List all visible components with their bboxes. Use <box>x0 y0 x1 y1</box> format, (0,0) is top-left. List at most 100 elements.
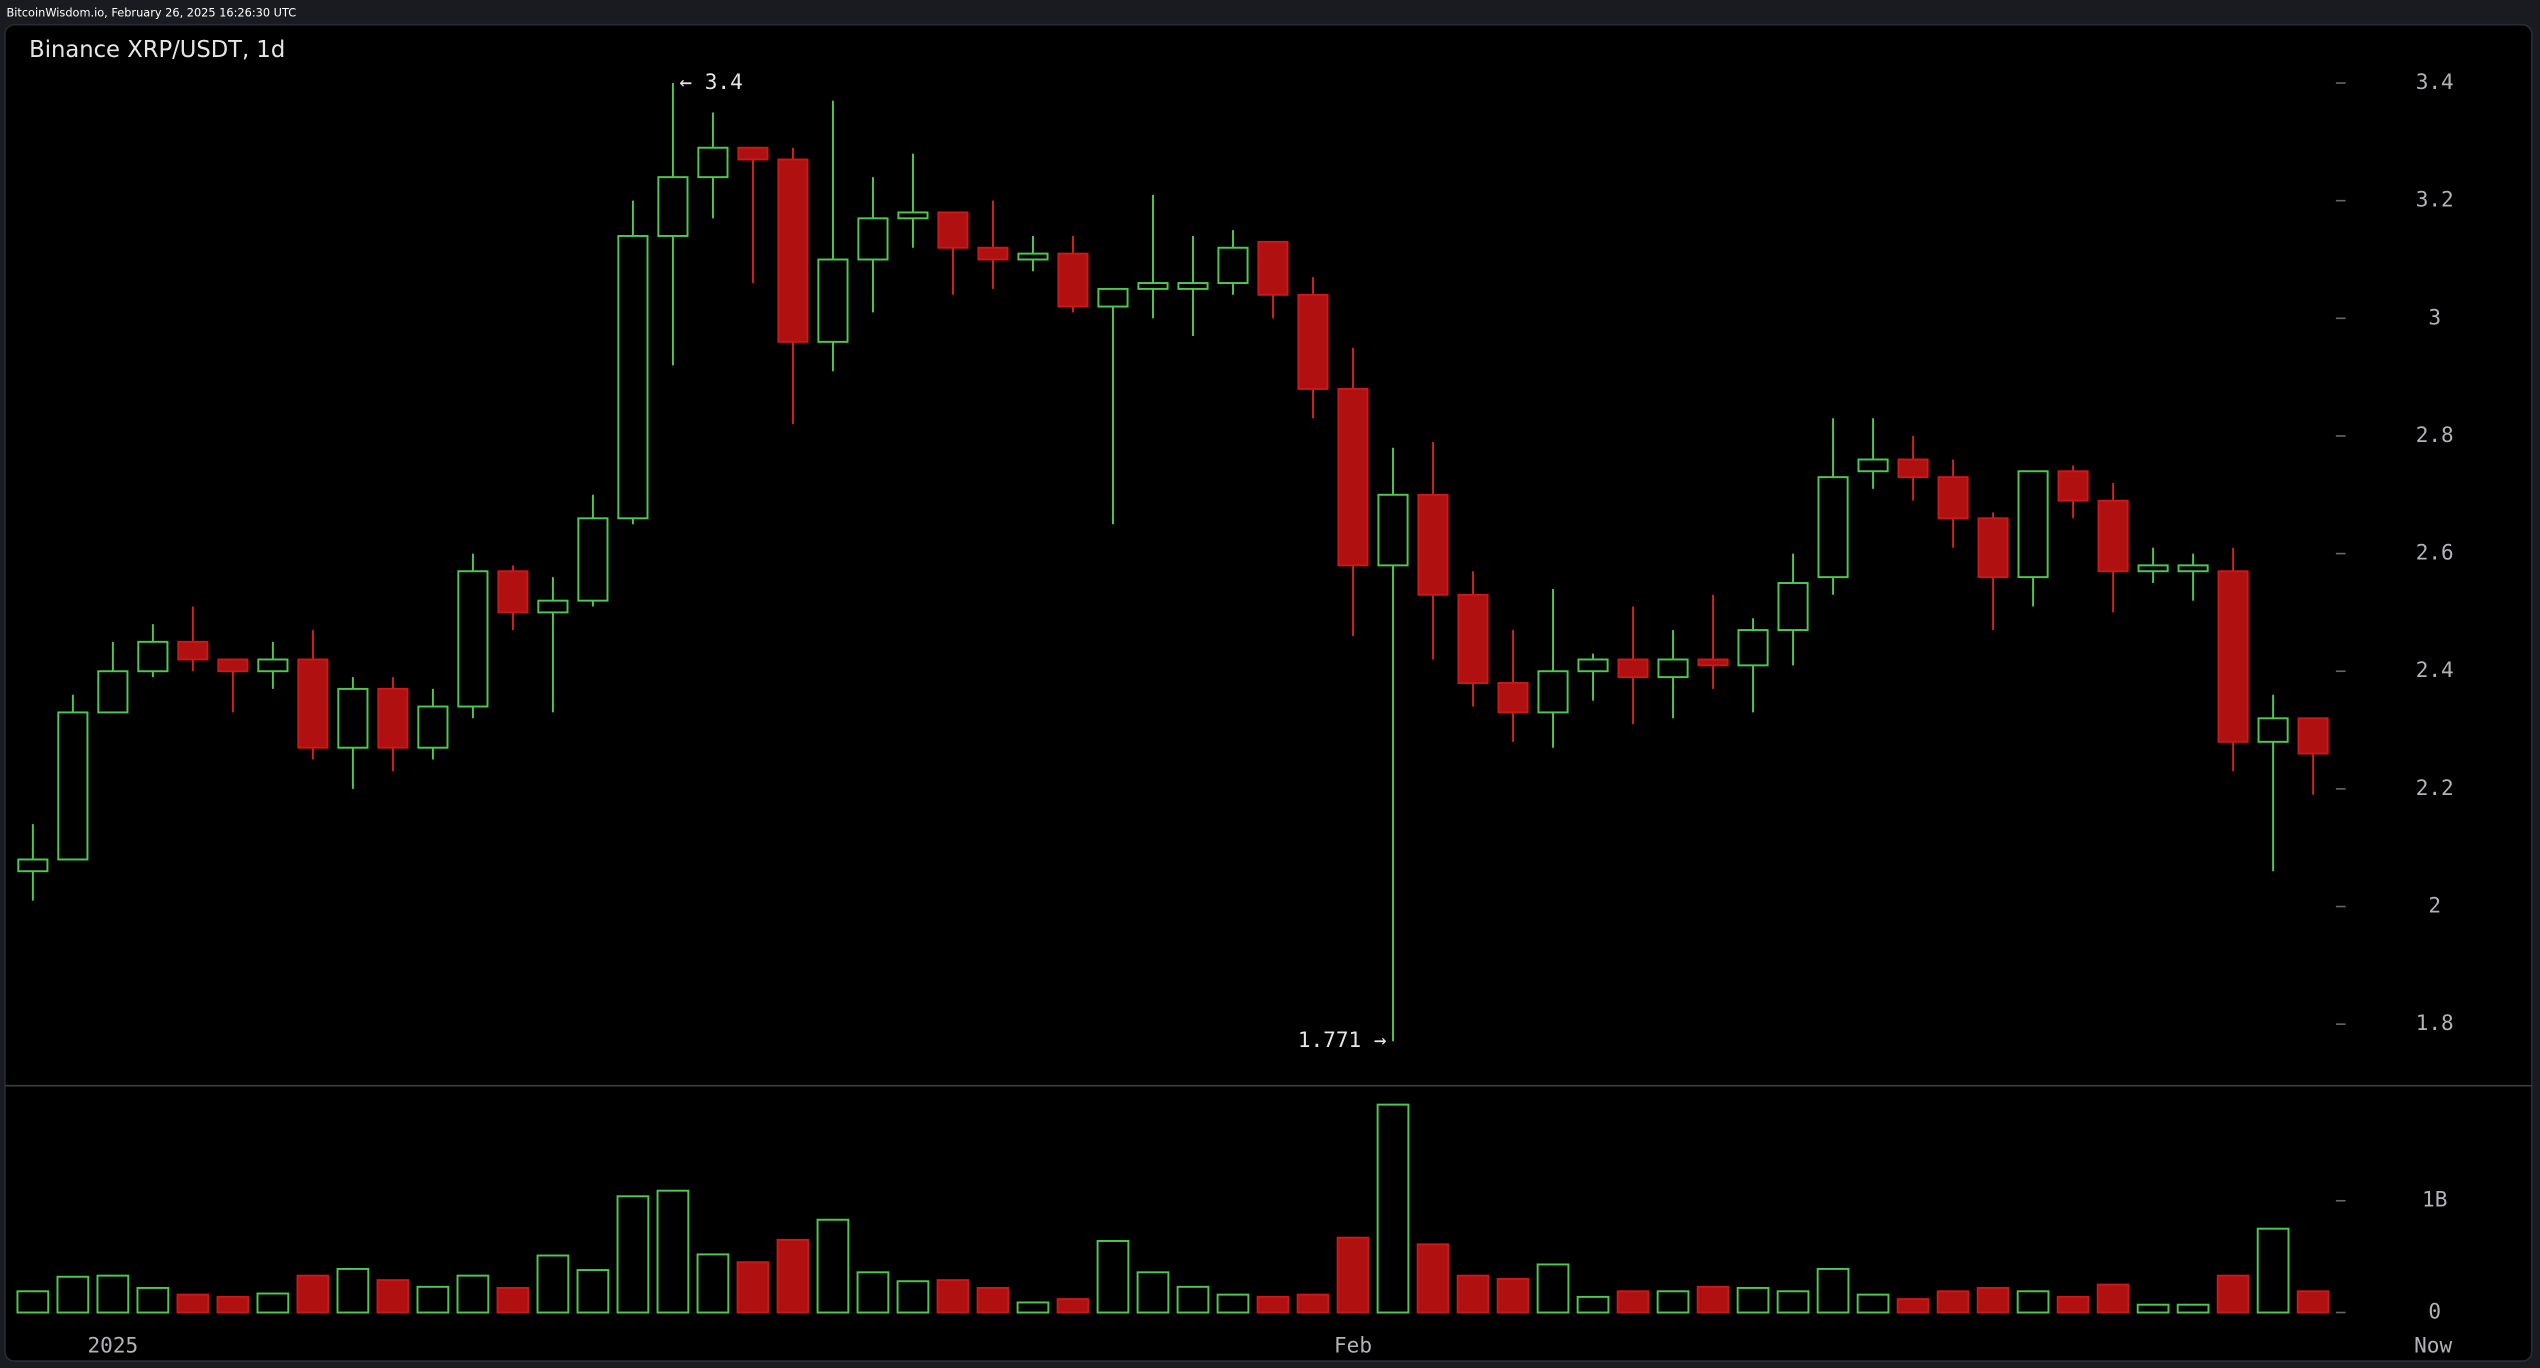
candle-body <box>497 570 529 614</box>
candle-body <box>2217 570 2249 743</box>
candle-body <box>97 670 129 714</box>
candle-body <box>1817 476 1849 579</box>
volume-bar <box>1656 1290 1690 1314</box>
candle-body <box>2257 717 2289 743</box>
volume-bar <box>816 1218 850 1314</box>
volume-bar <box>1576 1295 1610 1314</box>
candle-body <box>1257 240 1289 296</box>
volume-bar <box>1536 1263 1570 1314</box>
candle-body <box>257 658 289 673</box>
x-tick-label: Now <box>2414 1333 2452 1358</box>
volume-bar <box>1296 1293 1330 1314</box>
candle-body <box>297 658 329 749</box>
candle-body <box>897 211 929 220</box>
volume-bar <box>1416 1243 1450 1314</box>
volume-bar <box>16 1290 50 1314</box>
candle-body <box>1297 293 1329 390</box>
volume-bar <box>2096 1283 2130 1314</box>
volume-bar <box>1776 1290 1810 1314</box>
volume-bar <box>1456 1274 1490 1314</box>
volume-bar <box>576 1269 610 1314</box>
y-tick-label: 2.6 <box>2416 540 2454 565</box>
candle-body <box>1177 282 1209 290</box>
volume-bar <box>496 1286 530 1314</box>
candle-body <box>617 234 649 520</box>
candle-body <box>1937 476 1969 520</box>
volume-bar <box>1616 1290 1650 1314</box>
candle-body <box>1617 658 1649 679</box>
volume-bar <box>416 1285 450 1314</box>
y-tick-label: 2.2 <box>2416 775 2454 800</box>
candle-body <box>1737 629 1769 667</box>
y-tick-label: 1B <box>2422 1187 2447 1212</box>
candle-body <box>1057 252 1089 308</box>
volume-bar <box>1256 1295 1290 1314</box>
volume-bar <box>2296 1290 2330 1314</box>
volume-bar <box>1896 1298 1930 1314</box>
candle-body <box>1097 287 1129 308</box>
volume-bar <box>1056 1298 1090 1314</box>
volume-bar <box>1016 1301 1050 1314</box>
y-tick-label: 0 <box>2428 1299 2441 1324</box>
candle-body <box>2137 564 2169 573</box>
volume-bar <box>216 1295 250 1314</box>
volume-bar <box>1216 1293 1250 1314</box>
y-tick-label: 3.4 <box>2416 69 2454 94</box>
candle-body <box>937 211 969 249</box>
candle-body <box>2017 470 2049 579</box>
volume-bar <box>2176 1303 2210 1314</box>
volume-bar <box>1856 1293 1890 1314</box>
volume-bar <box>2136 1303 2170 1314</box>
volume-bar <box>896 1280 930 1314</box>
candle-body <box>2177 564 2209 573</box>
candle-body <box>1777 582 1809 632</box>
y-tick-label: 2.4 <box>2416 657 2454 682</box>
volume-bar <box>1976 1286 2010 1314</box>
volume-bar <box>736 1261 770 1314</box>
y-tick-label: 2 <box>2428 893 2441 918</box>
volume-bar <box>2056 1295 2090 1314</box>
volume-bar <box>296 1274 330 1314</box>
volume-bar <box>256 1292 290 1314</box>
candle-body <box>177 640 209 661</box>
y-tick-label: 3 <box>2428 304 2441 329</box>
candle-body <box>1857 458 1889 473</box>
volume-bar <box>96 1274 130 1314</box>
candle-body <box>1497 682 1529 714</box>
volume-bar <box>456 1274 490 1314</box>
candle-body <box>1897 458 1929 479</box>
y-tick-label: 1.8 <box>2416 1010 2454 1035</box>
high-annotation: ← 3.4 <box>679 69 742 94</box>
volume-bar <box>696 1253 730 1314</box>
x-tick-label: 2025 <box>88 1333 139 1358</box>
volume-bar <box>1336 1236 1370 1314</box>
volume-bar <box>1696 1285 1730 1314</box>
volume-bar <box>1136 1271 1170 1314</box>
candle-body <box>2057 470 2089 502</box>
volume-bar <box>536 1254 570 1314</box>
x-tick-label: Feb <box>1334 1333 1372 1358</box>
candle-body <box>1697 658 1729 667</box>
volume-bar <box>2016 1290 2050 1314</box>
candle-body <box>777 158 809 343</box>
volume-bar <box>176 1293 210 1314</box>
volume-bar <box>1376 1103 1410 1314</box>
candle-body <box>1337 387 1369 567</box>
volume-bar <box>336 1267 370 1314</box>
volume-bar <box>656 1189 690 1314</box>
candle-body <box>577 517 609 602</box>
candle-body <box>1417 493 1449 596</box>
candle-body <box>2297 717 2329 755</box>
low-annotation: 1.771 → <box>1298 1027 1387 1052</box>
volume-bar <box>1496 1278 1530 1314</box>
volume-bar <box>1816 1267 1850 1314</box>
volume-bar <box>56 1275 90 1314</box>
candle-body <box>1137 282 1169 290</box>
volume-bar <box>1176 1285 1210 1314</box>
candle-body <box>1217 246 1249 284</box>
candle-body <box>1977 517 2009 579</box>
candle-body <box>1657 658 1689 679</box>
candle-body <box>17 858 49 873</box>
